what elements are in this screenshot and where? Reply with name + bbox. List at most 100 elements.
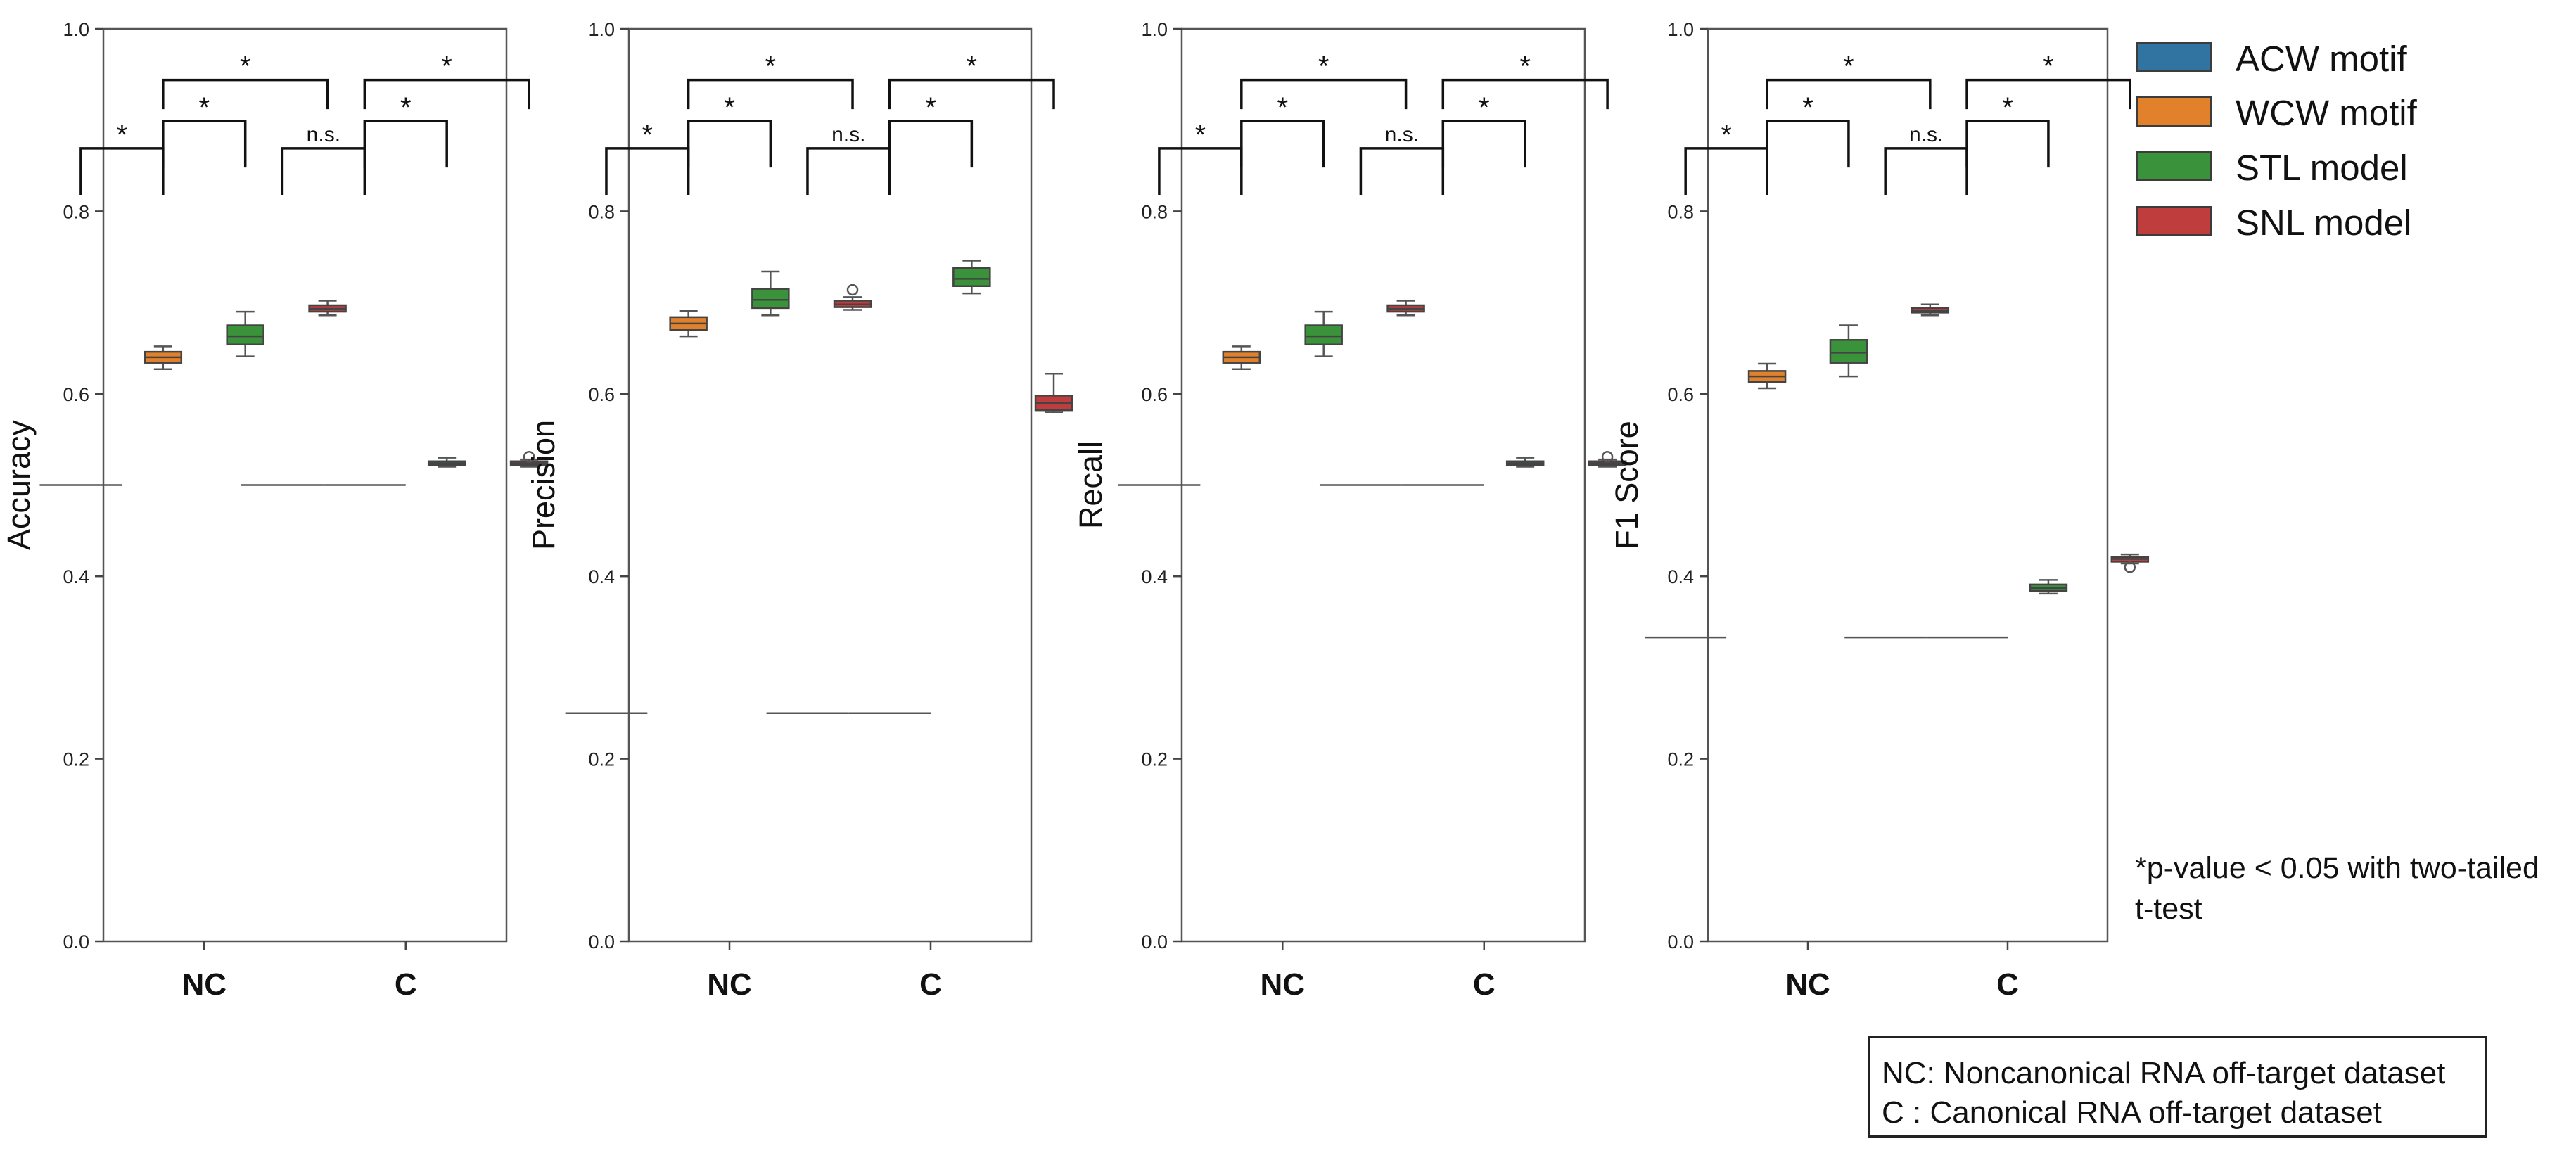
legend-swatch-stl: [2136, 151, 2212, 181]
significance-label: *: [441, 51, 452, 82]
significance-bracket: [281, 147, 366, 196]
y-axis-label: F1 Score: [1609, 421, 1645, 549]
box-stl-model-nc: [1829, 324, 1868, 378]
box-snl-model-c: [509, 451, 549, 468]
significance-label: *: [198, 92, 210, 123]
significance-bracket: [1766, 120, 1850, 168]
box-wcw-motif-nc: [1747, 362, 1787, 390]
significance-label: *: [1721, 120, 1732, 151]
box-snl-model-c: [1588, 451, 1627, 468]
significance-bracket: [1441, 120, 1526, 168]
legend-label-wcw: WCW motif: [2236, 93, 2417, 133]
y-tick-label: 0.6: [1141, 384, 1168, 405]
significance-label: *: [1277, 92, 1288, 123]
significance-label: *: [1519, 51, 1531, 82]
box-wcw-motif-nc: [669, 310, 708, 338]
y-tick-label: 0.4: [1141, 566, 1168, 587]
significance-bracket: [162, 78, 329, 110]
y-tick-label: 1.0: [1141, 19, 1168, 40]
y-tick-label: 0.8: [1141, 201, 1168, 222]
significance-bracket: [1158, 147, 1243, 196]
significance-bracket: [1965, 78, 2131, 110]
plot-frame: [627, 27, 1033, 943]
legend-label-acw: ACW motif: [2236, 39, 2407, 79]
box-stl-model-c: [952, 260, 991, 295]
y-tick-label: 0.2: [1141, 749, 1168, 770]
box-wcw-motif-nc: [144, 345, 183, 371]
box-stl-model-nc: [1304, 310, 1343, 357]
legend-swatch-wcw: [2136, 96, 2212, 127]
significance-bracket: [363, 120, 448, 168]
y-axis-label: Recall: [1073, 441, 1109, 529]
y-tick-label: 0.0: [588, 931, 615, 953]
y-axis-label: Precision: [525, 420, 561, 550]
significance-label: *: [642, 120, 653, 151]
chart-panel-f1-score: 0.0 0.2 0.4 0.6 0.8 1.0 F1 Score NC * * * Cn.s. * *: [1609, 19, 2150, 1002]
box-snl-model-c: [1034, 373, 1073, 413]
x-tick-label: NC: [181, 967, 227, 1002]
significance-note: *p-value < 0.05 with two-tailed t-test: [2135, 851, 2539, 926]
significance-bracket: [888, 78, 1055, 110]
box-snl-model-c: [2110, 553, 2150, 573]
box-outlier: [2124, 561, 2136, 573]
chart-panel-precision: 0.0 0.2 0.4 0.6 0.8 1.0 Precision NC * * * Cn.s. * *: [525, 19, 1073, 1002]
box-stl-model-c: [427, 457, 466, 468]
significance-bracket: [363, 78, 530, 110]
box-body: [1829, 339, 1868, 364]
legend-item-snl-model: SNL model: [2136, 203, 2431, 243]
significance-label: n.s.: [1909, 123, 1943, 146]
box-outlier: [523, 451, 535, 463]
abbreviation-nc: NC: Noncanonical RNA off-target dataset: [1882, 1056, 2446, 1090]
significance-label: *: [400, 92, 412, 123]
significance-label: n.s.: [1385, 123, 1419, 146]
box-outlier: [1601, 451, 1614, 463]
significance-label: *: [765, 51, 777, 82]
y-tick-label: 0.6: [1667, 384, 1694, 405]
box-body: [226, 324, 264, 346]
legend-item-stl-model: STL model: [2136, 148, 2431, 188]
x-tick-label: C: [395, 967, 417, 1002]
y-tick-label: 0.6: [588, 384, 615, 405]
significance-bracket: [888, 120, 974, 168]
abbreviation-box: NC: Noncanonical RNA off-target dataset …: [1868, 1036, 2487, 1138]
significance-label: n.s.: [307, 123, 340, 146]
box-outlier: [846, 284, 859, 296]
significance-label: *: [1195, 120, 1206, 151]
significance-label: *: [1479, 92, 1490, 123]
significance-label: *: [724, 92, 735, 123]
significance-label: *: [117, 120, 128, 151]
legend-label-stl: STL model: [2236, 148, 2408, 188]
significance-label: *: [240, 51, 251, 82]
significance-bracket: [1240, 120, 1325, 168]
y-tick-label: 1.0: [63, 19, 89, 40]
y-tick-label: 0.6: [63, 384, 89, 405]
plot-frame: [1707, 27, 2109, 943]
y-tick-label: 0.2: [63, 749, 89, 770]
y-tick-label: 0.8: [1667, 201, 1694, 222]
significance-label: *: [1843, 51, 1854, 82]
x-tick-label: C: [1473, 967, 1496, 1002]
y-tick-label: 0.2: [588, 749, 615, 770]
y-tick-label: 0.8: [588, 201, 615, 222]
significance-label: *: [2043, 51, 2054, 82]
significance-bracket: [1766, 78, 1932, 110]
legend-swatch-acw: [2136, 42, 2212, 72]
abbreviation-c: C : Canonical RNA off-target dataset: [1882, 1095, 2382, 1130]
significance-bracket: [79, 147, 165, 196]
x-tick-label: NC: [1260, 967, 1305, 1002]
x-tick-label: NC: [707, 967, 752, 1002]
significance-label: *: [1802, 92, 1813, 123]
significance-bracket: [605, 147, 690, 196]
significance-bracket: [1359, 147, 1445, 196]
significance-label: *: [925, 92, 936, 123]
box-stl-model-nc: [751, 270, 790, 317]
box-snl-model-nc: [308, 300, 347, 317]
legend-item-acw-motif: ACW motif: [2136, 39, 2431, 79]
box-stl-model-c: [1505, 457, 1545, 468]
significance-bracket: [687, 120, 772, 168]
significance-bracket: [1240, 78, 1408, 110]
significance-bracket: [806, 147, 891, 196]
y-tick-label: 0.8: [63, 201, 89, 222]
y-tick-label: 0.2: [1667, 749, 1694, 770]
legend-label-snl: SNL model: [2236, 203, 2412, 243]
